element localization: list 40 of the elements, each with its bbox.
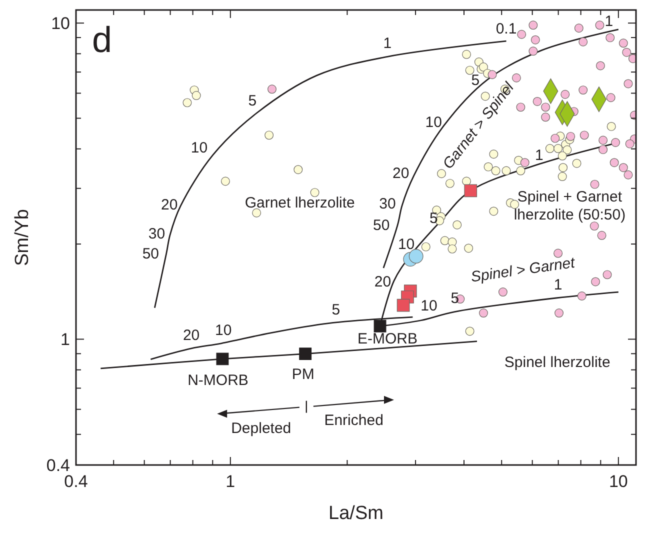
y-axis-title: Sm/Yb [12, 208, 33, 266]
annotation: PM [292, 366, 314, 384]
annotation: 10 [190, 140, 208, 157]
x-axis-title: La/Sm [328, 503, 384, 524]
annotation: 50 [373, 216, 390, 234]
annotation: 1 [604, 13, 614, 30]
annotation: Depleted [231, 420, 292, 437]
annotation: 1 [554, 276, 562, 294]
annotation: 20 [374, 274, 392, 291]
x-tick-label: 0.4 [64, 472, 88, 491]
x-tick-label: 1 [226, 472, 236, 491]
annotation: 1 [535, 146, 544, 164]
annotation: N-MORB [188, 372, 248, 389]
annotation: 10 [420, 297, 438, 314]
annotation: Spinel lherzolite [504, 354, 610, 372]
annotation: 30 [148, 225, 166, 242]
annotation: 5 [248, 92, 257, 110]
annotation: 50 [142, 245, 160, 262]
annotation: 5 [429, 210, 438, 227]
y-tick-label: 0.4 [46, 456, 70, 475]
y-tick-label: 1 [60, 330, 70, 350]
y-tick-label: 10 [51, 14, 70, 34]
annotation: 20 [392, 164, 410, 182]
annotation: 10 [398, 236, 415, 254]
annotation: 10 [425, 114, 442, 132]
annotation: 5 [332, 302, 340, 319]
annotation: 5 [450, 290, 460, 308]
annotation: E-MORB [357, 330, 418, 348]
x-tick-label: 10 [608, 472, 628, 491]
annotation: 20 [160, 196, 178, 214]
annotation: 20 [182, 327, 200, 344]
annotation: 5 [471, 72, 480, 90]
annotation: 1 [383, 35, 392, 52]
annotation: 30 [379, 195, 396, 212]
annotation: Enriched [324, 412, 384, 430]
annotation: 10 [215, 322, 232, 339]
annotation: Garnet lherzolite [244, 194, 355, 212]
chart-title: d [92, 19, 112, 60]
annotation: 0.1 [496, 20, 517, 38]
annotation: Spinel + Garnet lherzolite (50:50) [514, 188, 626, 224]
